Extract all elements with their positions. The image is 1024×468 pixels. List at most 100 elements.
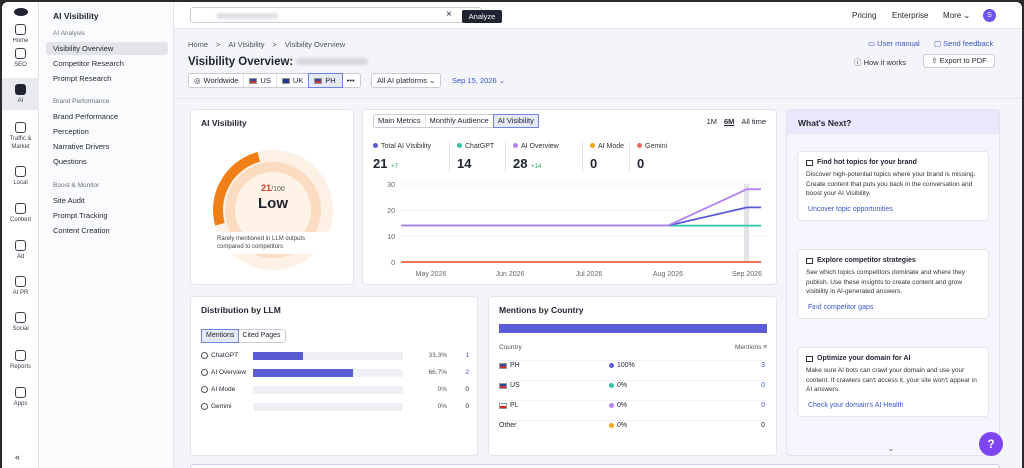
tab-monthly-audience[interactable]: Monthly Audience — [426, 115, 494, 127]
rail-label: AI PR — [12, 290, 29, 296]
rail-ad[interactable]: Ad — [2, 240, 39, 261]
brand-logo[interactable] — [14, 8, 28, 16]
sidebar-item-questions[interactable]: Questions — [53, 157, 87, 166]
competitor-gaps-link[interactable]: Find competitor gaps — [808, 303, 874, 311]
region-us[interactable]: US — [244, 74, 277, 87]
date-picker[interactable]: Sep 15, 2026 ⌄ — [452, 76, 505, 85]
user-manual-link[interactable]: ▭ User manual — [868, 39, 920, 48]
legend-dot — [457, 143, 462, 148]
country-label: PH — [510, 362, 520, 369]
rail-seo[interactable]: SEO — [2, 48, 39, 69]
region-label: PH — [325, 76, 336, 85]
how-it-works-link[interactable]: ⓘ How it works — [854, 57, 906, 68]
help-button[interactable]: ? — [979, 432, 1003, 456]
tab-cited-pages[interactable]: Cited Pages — [242, 332, 281, 339]
export-pdf-button[interactable]: ⇪ Export to PDF — [923, 54, 995, 68]
sidebar-item-visibility-overview[interactable]: Visibility Overview — [46, 42, 168, 55]
breadcrumb-home[interactable]: Home — [188, 40, 209, 49]
rail-label: Traffic & — [9, 136, 32, 142]
country-percent: 0% — [609, 382, 627, 389]
sidebar-item-narrative-drivers[interactable]: Narrative Drivers — [53, 142, 110, 151]
enterprise-link[interactable]: Enterprise — [892, 11, 929, 20]
region-worldwide[interactable]: ◎ Worldwide — [189, 74, 245, 87]
send-feedback-link[interactable]: ▢ Send feedback — [934, 39, 993, 48]
rail-home[interactable]: Home — [2, 24, 39, 45]
stat-delta: +7 — [391, 164, 398, 170]
sidebar: AI Visibility AI Analysis Visibility Ove… — [39, 2, 174, 468]
sidebar-item-perception[interactable]: Perception — [53, 127, 89, 136]
country-percent-value: 0% — [617, 382, 628, 389]
stat-divider — [449, 142, 450, 172]
google-icon — [201, 386, 208, 393]
traffic-icon — [15, 122, 26, 133]
analyze-button[interactable]: Analyze — [462, 10, 502, 23]
x-tick-label: Aug 2026 — [653, 271, 683, 278]
uncover-topic-link[interactable]: Uncover topic opportunities — [808, 205, 893, 213]
sidebar-item-content-creation[interactable]: Content Creation — [53, 226, 110, 235]
rail-local[interactable]: Local — [2, 166, 39, 187]
range-all-time[interactable]: All time — [741, 117, 766, 126]
sidebar-item-prompt-tracking[interactable]: Prompt Tracking — [53, 211, 108, 220]
tip-hot-topics: Find hot topics for your brand Discover … — [797, 151, 989, 221]
pricing-link[interactable]: Pricing — [852, 11, 877, 20]
sidebar-item-competitor-research[interactable]: Competitor Research — [53, 59, 124, 68]
rail-label: Local — [13, 180, 28, 186]
rail-social[interactable]: Social — [2, 312, 39, 333]
range-6m[interactable]: 6M — [723, 117, 735, 126]
region-ph[interactable]: PH — [308, 73, 343, 88]
tab-mentions[interactable]: Mentions — [200, 329, 240, 343]
score-value: 21 — [261, 183, 272, 193]
stat-item: AI Mode 0 — [590, 143, 624, 171]
more-menu[interactable]: More ⌄ — [943, 11, 971, 20]
visibility-line-chart: 30 20 10 0 May 2026 Jun 2026 Jul 2026 Aug 2026 S… — [387, 182, 767, 278]
send-feedback-label: Send feedback — [943, 39, 994, 48]
llm-percent: 0% — [437, 386, 447, 393]
country-count[interactable]: 3 — [761, 362, 765, 369]
stat-item: AI Overview 28 +14 — [513, 143, 559, 171]
stat-divider — [505, 142, 506, 172]
rail-ai[interactable]: AI — [2, 78, 39, 110]
range-1m[interactable]: 1M — [706, 117, 717, 126]
region-uk[interactable]: UK — [277, 74, 310, 87]
tab-main-metrics[interactable]: Main Metrics — [374, 115, 426, 127]
llm-count[interactable]: 2 — [465, 369, 469, 376]
rail-label: Home — [12, 38, 29, 44]
collapse-sidebar-icon[interactable]: « — [15, 452, 21, 462]
tab-ai-visibility[interactable]: AI Visibility — [492, 114, 539, 128]
avatar[interactable]: S — [983, 9, 996, 22]
rail-label: Content — [9, 217, 31, 223]
llm-count[interactable]: 1 — [465, 352, 469, 359]
rail-label-line2: Market — [11, 144, 30, 150]
scroll-down-icon[interactable]: ⌄ — [887, 443, 895, 453]
rail-label: Ad — [16, 254, 25, 260]
ai-platforms-dropdown[interactable]: All AI platforms ⌄ — [371, 73, 442, 88]
rail-ai-pr[interactable]: AI PR — [2, 276, 39, 297]
country-count[interactable]: 0 — [761, 402, 765, 409]
legend-dot — [609, 363, 614, 368]
breadcrumb-ai-visibility[interactable]: AI Visibility — [228, 40, 265, 49]
region-label: Worldwide — [203, 76, 239, 85]
more-regions-button[interactable]: ••• — [346, 76, 355, 85]
llm-percent: 0% — [437, 403, 447, 410]
sidebar-item-prompt-research[interactable]: Prompt Research — [53, 74, 112, 83]
country-count[interactable]: 0 — [761, 382, 765, 389]
ai-pr-icon — [15, 276, 26, 287]
ai-health-link[interactable]: Check your domain's AI Health — [808, 401, 904, 409]
whats-next-title: What's Next? — [798, 118, 852, 128]
rail-content[interactable]: Content — [2, 203, 39, 224]
sidebar-item-site-audit[interactable]: Site Audit — [53, 196, 85, 205]
rail-traffic[interactable]: Traffic & Market — [2, 122, 39, 151]
ad-icon — [15, 240, 26, 251]
country-count: 0 — [761, 422, 765, 429]
search-value-redacted — [216, 13, 278, 19]
rail-reports[interactable]: Reports — [2, 350, 39, 371]
llm-row: AI Overview 66,7% 2 — [201, 368, 471, 378]
y-tick-label: 30 — [387, 182, 395, 189]
stat-value: 14 — [457, 156, 471, 171]
sidebar-item-brand-performance[interactable]: Brand Performance — [53, 112, 119, 121]
domain-search-input[interactable]: × Analyze — [190, 7, 502, 23]
list-icon — [806, 159, 813, 166]
rail-apps[interactable]: Apps — [2, 387, 39, 408]
clear-search-icon[interactable]: × — [446, 9, 452, 20]
column-mentions[interactable]: Mentions ≡ — [735, 344, 767, 351]
